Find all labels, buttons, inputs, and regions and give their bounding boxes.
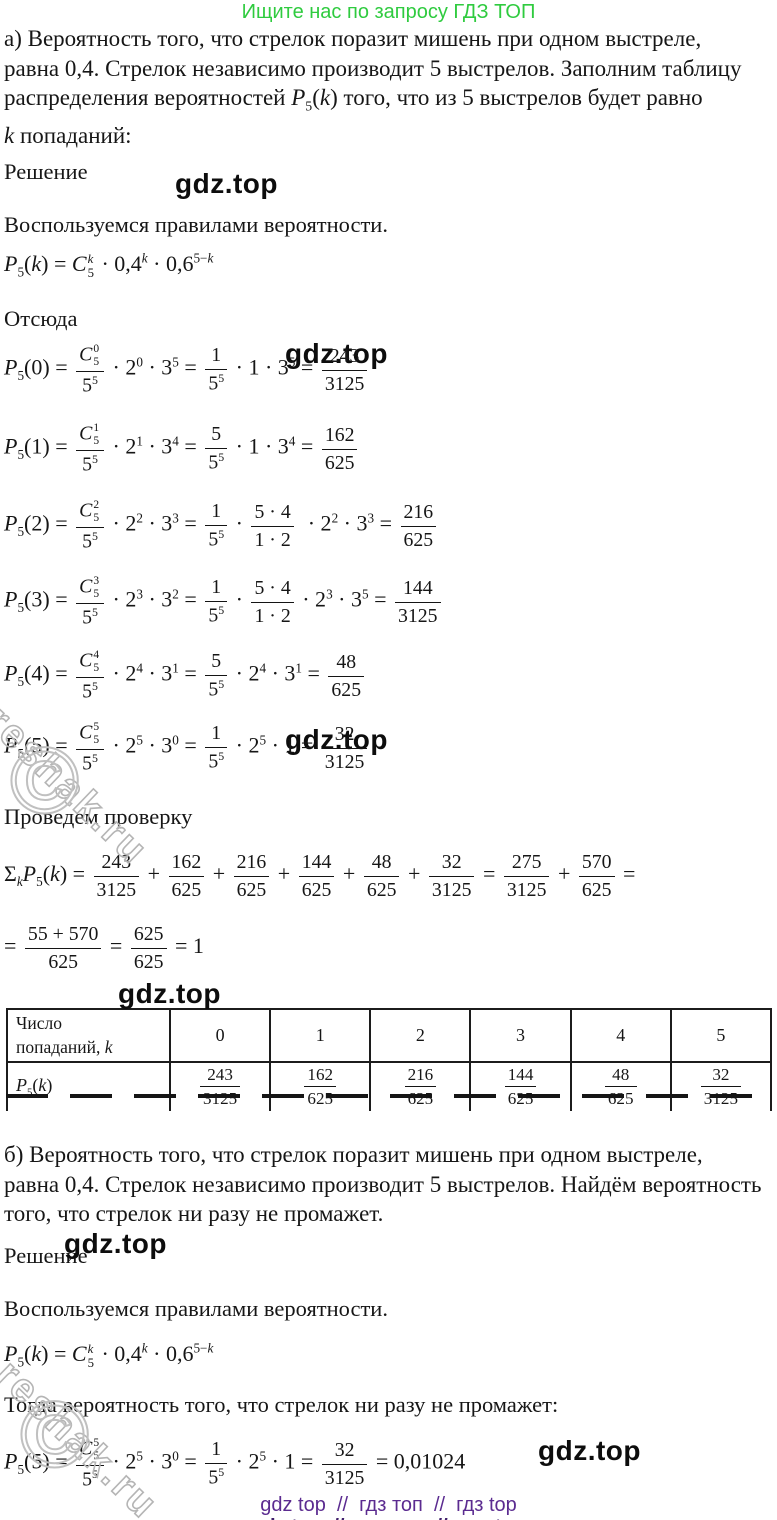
table-k-cell: 2: [369, 1007, 472, 1064]
gdz-watermark: gdz.top: [285, 724, 389, 755]
table-p-label-cell: P5(k): [6, 1061, 171, 1111]
gdz-watermark: gdz.top: [175, 168, 279, 199]
table-k-cell: 1: [269, 1007, 372, 1064]
hence-label: Отсюда: [4, 306, 78, 331]
formula-p5-4: P5(4) = C 4 5 55 · 24 · 31 = 5 55 · 24 · 31 …: [4, 648, 367, 703]
table-p-cell: 243 3125: [168, 1061, 272, 1111]
solution-b-label: Решение: [4, 1243, 88, 1268]
gdz-watermark: gdz.top: [538, 1435, 642, 1466]
table-label-cell: Число попаданий, k: [6, 1007, 171, 1064]
formula-sum-row1: ΣkP5(k) = 243 3125 + 162 625 + 216 625 + 14…: [4, 851, 636, 901]
text-line: того, что стрелок ни разу не промажет.: [4, 1201, 384, 1226]
text-line: равна 0,4. Стрелок независимо производит…: [4, 55, 742, 81]
footer-cropped-text: gdz top // гдз топ // гдз top: [251, 1516, 526, 1520]
check-label: Проведем проверку: [4, 804, 193, 829]
gdz-watermark: gdz.top: [64, 1228, 168, 1259]
formula-p5-1: P5(1) = C 1 5 55 · 21 · 34 = 5 55 · 1 · 34 =…: [4, 421, 360, 476]
gdz-watermark: gdz.top: [285, 338, 389, 369]
gdz-watermark: gdz.top: [118, 978, 222, 1009]
solution-a-label: Решение: [4, 159, 88, 184]
table-p-cell: 216 625: [369, 1061, 472, 1111]
formula-final: P5(5) = C 5 5 55 · 25 · 30 = 1 55 · 25 · 1 =…: [4, 1437, 466, 1491]
then-label: Тогда вероятность того, что стрелок ни р…: [4, 1392, 559, 1417]
text-line: а) Вероятность того, что стрелок поразит…: [4, 26, 702, 51]
table-k-cell: 5: [669, 1007, 773, 1064]
table-k-cell: 3: [469, 1007, 572, 1064]
table-label-line: попаданий, k: [16, 1036, 113, 1057]
table-k-cell: 4: [569, 1007, 672, 1064]
problem-b-text: б) Вероятность того, что стрелок поразит…: [4, 1140, 777, 1229]
probability-table: Число попаданий, k 0 1 2 3 4 5 P5(k) 243…: [6, 1007, 773, 1111]
promo-banner: Ищите нас по запросу ГДЗ ТОП: [241, 1, 536, 23]
rules-b-line: Воспользуемся правилами вероятности.: [4, 1296, 388, 1321]
text-line: распределения вероятностей P5(k) того, ч…: [4, 85, 703, 114]
table-header-row: Число попаданий, k 0 1 2 3 4 5: [6, 1007, 773, 1064]
formula-p5-5: P5(5) = C 5 5 55 · 25 · 30 = 1 55 · 25 · 1 =…: [4, 720, 370, 775]
footer-tags: gdz top // гдз топ // гдз top: [260, 1494, 517, 1516]
table-p-cell: 144 625: [469, 1061, 572, 1111]
formula-p5-0: P5(0) = C 0 5 55 · 20 · 35 = 1 55 · 1 · 35 =…: [4, 342, 370, 397]
table-p-cell: 32 3125: [669, 1061, 773, 1111]
formula-sum-row2: = 55 + 570 625 = 625 625 = 1: [4, 923, 204, 973]
table-k-cell: 0: [168, 1007, 272, 1064]
problem-a-text: а) Вероятность того, что стрелок поразит…: [4, 24, 777, 151]
table-p-cell: 162 625: [269, 1061, 372, 1111]
table-values-row: P5(k) 243 3125 162 625 216 625 144 625 48 625…: [6, 1061, 773, 1111]
table-label-line: Число: [16, 1013, 62, 1033]
table-dashed-bottom-border: [6, 1094, 772, 1098]
text-line: б) Вероятность того, что стрелок поразит…: [4, 1142, 703, 1167]
table-p-cell: 48 625: [569, 1061, 672, 1111]
text-line: равна 0,4. Стрелок независимо производит…: [4, 1171, 762, 1197]
footer-cropped-line: gdz top // гдз топ // гдз top: [0, 1516, 777, 1520]
probability-table-wrap: Число попаданий, k 0 1 2 3 4 5 P5(k) 243…: [6, 1007, 773, 1111]
rules-a-line: Воспользуемся правилами вероятности.: [4, 212, 388, 237]
text-line: k попаданий:: [4, 123, 132, 149]
